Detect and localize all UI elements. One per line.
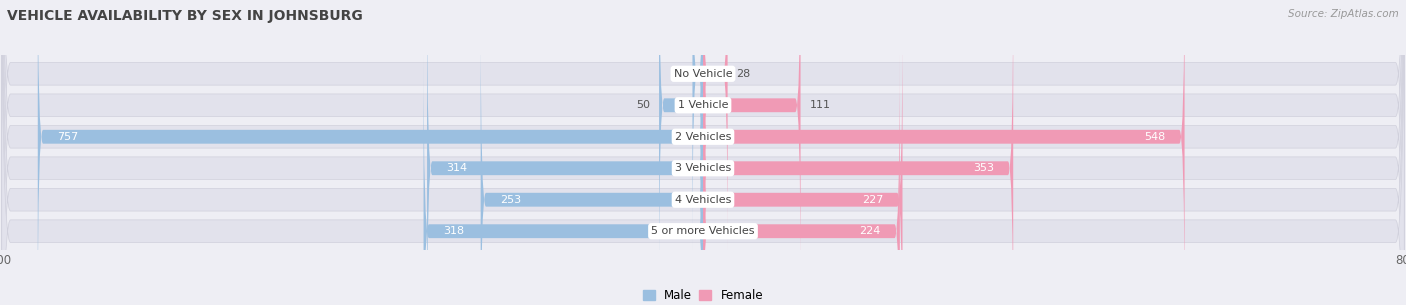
Text: 4 Vehicles: 4 Vehicles — [675, 195, 731, 205]
FancyBboxPatch shape — [693, 0, 703, 256]
Text: 5 or more Vehicles: 5 or more Vehicles — [651, 226, 755, 236]
Text: 757: 757 — [58, 132, 79, 142]
FancyBboxPatch shape — [423, 49, 703, 305]
Text: 314: 314 — [447, 163, 468, 173]
Text: 318: 318 — [443, 226, 464, 236]
Legend: Male, Female: Male, Female — [638, 284, 768, 305]
Text: 253: 253 — [501, 195, 522, 205]
Text: 224: 224 — [859, 226, 880, 236]
FancyBboxPatch shape — [703, 18, 903, 305]
FancyBboxPatch shape — [703, 0, 728, 256]
Text: 227: 227 — [862, 195, 883, 205]
Text: 3 Vehicles: 3 Vehicles — [675, 163, 731, 173]
Text: 548: 548 — [1144, 132, 1166, 142]
Text: No Vehicle: No Vehicle — [673, 69, 733, 79]
Text: 2 Vehicles: 2 Vehicles — [675, 132, 731, 142]
Text: 28: 28 — [737, 69, 751, 79]
FancyBboxPatch shape — [481, 18, 703, 305]
Text: 12: 12 — [669, 69, 683, 79]
FancyBboxPatch shape — [659, 0, 703, 287]
FancyBboxPatch shape — [703, 0, 800, 287]
FancyBboxPatch shape — [703, 49, 900, 305]
FancyBboxPatch shape — [703, 0, 1185, 305]
Text: 1 Vehicle: 1 Vehicle — [678, 100, 728, 110]
FancyBboxPatch shape — [427, 0, 703, 305]
FancyBboxPatch shape — [703, 0, 1014, 305]
FancyBboxPatch shape — [38, 0, 703, 305]
Text: VEHICLE AVAILABILITY BY SEX IN JOHNSBURG: VEHICLE AVAILABILITY BY SEX IN JOHNSBURG — [7, 9, 363, 23]
Text: 50: 50 — [637, 100, 650, 110]
Text: 111: 111 — [810, 100, 831, 110]
Text: 353: 353 — [973, 163, 994, 173]
Text: Source: ZipAtlas.com: Source: ZipAtlas.com — [1288, 9, 1399, 19]
